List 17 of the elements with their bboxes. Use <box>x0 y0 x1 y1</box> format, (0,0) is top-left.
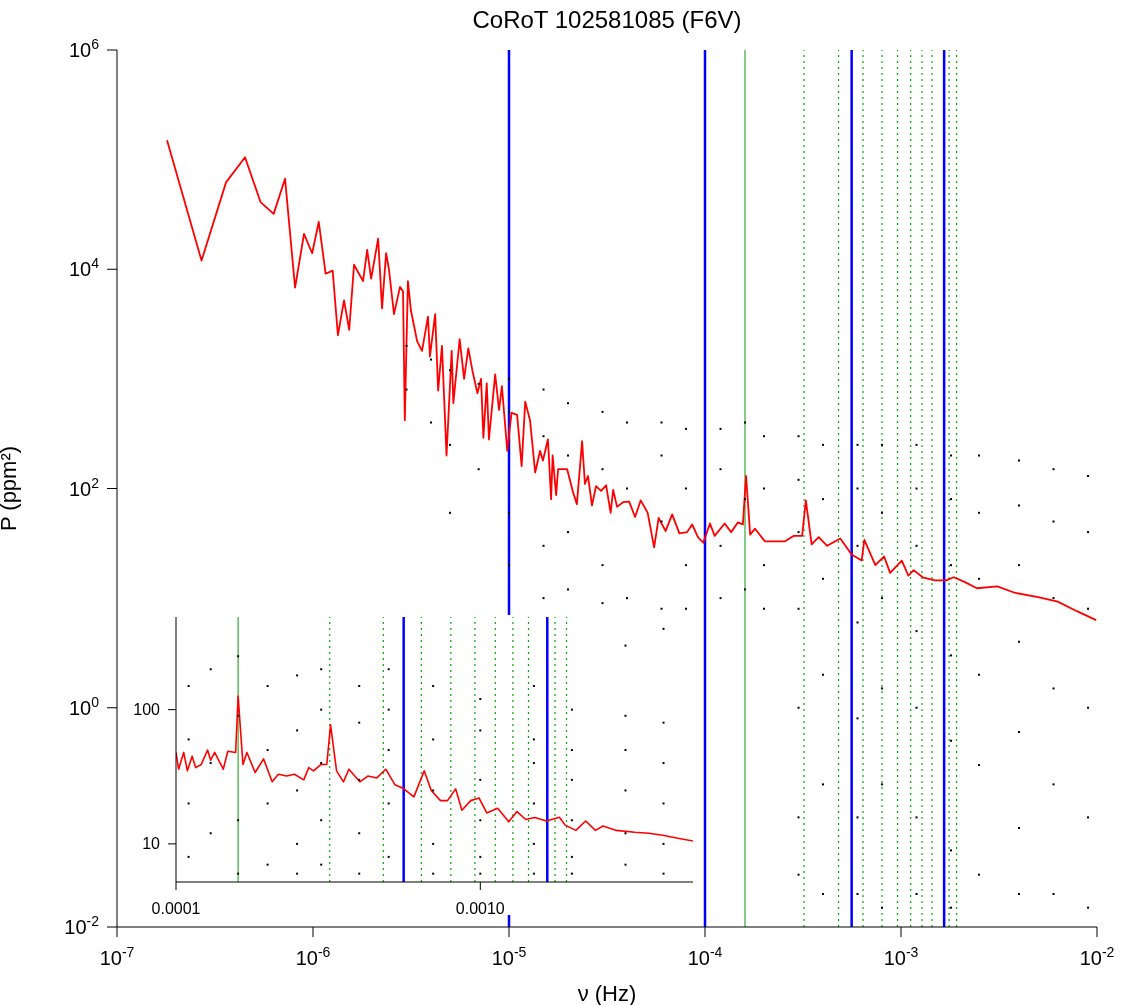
x-tick-label: 10$^{-7}$ <box>99 944 135 969</box>
y-tick-label: 100 <box>133 701 161 719</box>
chart-title: CoRoT 102581085 (F6V) <box>471 6 743 34</box>
y-tick-label: 10 <box>142 835 161 853</box>
y-axis-title: P (ppm²) <box>0 445 21 532</box>
x-tick-label: 10$^{-6}$ <box>295 944 331 969</box>
x-tick-label: 10$^{-3}$ <box>883 944 919 969</box>
y-tick-label: 10$^{4}$ <box>68 255 100 281</box>
x-axis-title: ν (Hz) <box>577 981 637 1005</box>
x-tick-label: 10$^{-5}$ <box>491 944 527 969</box>
x-tick-label: 0.0010 <box>455 900 505 917</box>
y-tick-label: 10$^{0}$ <box>68 693 100 719</box>
x-tick-label: 10$^{-4}$ <box>687 944 723 969</box>
x-tick-label: 10$^{-2}$ <box>1079 944 1115 969</box>
y-tick-label: 10$^{6}$ <box>68 36 100 61</box>
y-tick-label: 10$^{2}$ <box>68 474 100 500</box>
x-tick-label: 0.0001 <box>151 900 201 917</box>
